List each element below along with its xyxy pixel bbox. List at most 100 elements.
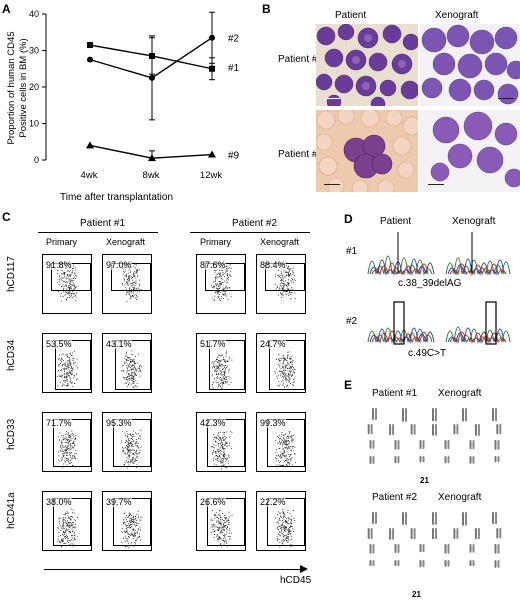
facs-plot: 43.1%: [102, 333, 152, 393]
chromosome: [413, 424, 416, 435]
chromosome: [432, 424, 434, 436]
facs-plot: 99.3%: [256, 412, 306, 472]
chromosome: [402, 408, 404, 422]
chromosome: [492, 408, 494, 422]
chromosome: [375, 512, 377, 524]
chromosome: [432, 408, 434, 422]
d-col-patient: Patient: [380, 216, 412, 227]
chromosome: [422, 560, 425, 568]
c-xaxis-arrow-line: [44, 569, 302, 570]
chromosome: [367, 528, 370, 539]
chromosome: [422, 440, 425, 449]
facs-percent: 22.2%: [260, 497, 286, 507]
facs-plot: 42.3%: [196, 412, 246, 472]
facs-gate: [55, 340, 91, 390]
marker-circle: [149, 74, 155, 81]
chromosome: [369, 456, 372, 464]
facs-gate: [53, 419, 91, 467]
chromosome: [370, 528, 373, 539]
chromosome: [389, 528, 392, 540]
marker-triangle: [148, 154, 156, 162]
facs-gate: [209, 340, 245, 390]
chromosome: [435, 512, 437, 525]
d-col-xenograft: Xenograft: [452, 216, 496, 227]
chromosome: [472, 440, 475, 450]
chromosome: [397, 440, 400, 450]
chromosome: [419, 456, 422, 463]
chromosome: [444, 456, 447, 464]
facs-percent: 39.7%: [106, 497, 132, 507]
series-label: #9: [228, 151, 240, 162]
chromosome: [496, 424, 499, 435]
facs-percent: 99.3%: [260, 418, 286, 428]
series-label: #2: [228, 34, 240, 45]
c-subhead-xenograft-2: Xenograft: [260, 237, 300, 247]
chromosome: [465, 408, 467, 422]
chromosome: [494, 544, 497, 554]
facs-percent: 88.4%: [260, 260, 286, 270]
e-chr21-label-2: 21: [412, 590, 421, 599]
marker-circle: [209, 34, 215, 41]
facs-plot: 39.7%: [102, 491, 152, 551]
chromosome: [495, 512, 497, 525]
facs-plot: 51.7%: [196, 333, 246, 393]
chromosome: [474, 424, 477, 436]
facs-gate: [207, 419, 245, 467]
chromosome: [422, 544, 425, 553]
chromosome: [392, 424, 395, 436]
facs-plot: 24.7%: [256, 333, 306, 393]
facs-plot: 91.8%: [42, 254, 92, 314]
facs-percent: 51.7%: [200, 339, 226, 349]
chromosome: [497, 440, 500, 450]
chromosome: [397, 560, 400, 567]
chromosome: [397, 456, 400, 464]
facs-gate: [113, 498, 151, 546]
chromosome: [435, 528, 437, 540]
chromosome: [372, 544, 375, 554]
facs-gate: [269, 340, 305, 390]
b-col-patient: Patient: [335, 10, 367, 21]
d-mutation-1: c.38_39delAG: [398, 278, 462, 289]
line-chart: Proportion of human CD45 Positive cells …: [6, 9, 240, 181]
chromosome: [499, 424, 502, 435]
karyotype-patient1: [356, 404, 514, 485]
marker-square: [209, 65, 215, 72]
x-tick-label: 8wk: [143, 170, 160, 181]
micrograph-patient1-xenograft: [420, 24, 520, 106]
chromosome: [453, 528, 456, 540]
chromosome: [419, 544, 422, 553]
facs-percent: 24.7%: [260, 339, 286, 349]
chromosome: [472, 544, 475, 553]
chromosome: [477, 424, 480, 436]
chromosome: [492, 512, 494, 525]
chromosome: [413, 528, 416, 540]
c-xaxis-arrow-head: [300, 565, 308, 573]
marker-triangle: [208, 150, 216, 158]
d-row-1: #1: [346, 246, 358, 257]
c-subhead-xenograft-1: Xenograft: [106, 237, 146, 247]
marker-triangle: [86, 141, 94, 149]
x-axis-label: Time after transplantation: [60, 192, 174, 203]
chromosome: [497, 456, 500, 463]
chromosome: [472, 456, 475, 464]
chromosome: [456, 528, 459, 540]
y-tick-label: 30: [29, 46, 39, 56]
d-row-2: #2: [346, 316, 358, 327]
panel-label-c: C: [2, 210, 11, 224]
facs-plot: 22.2%: [256, 491, 306, 551]
facs-gate: [207, 498, 245, 546]
facs-percent: 42.3%: [200, 418, 226, 428]
c-row-label: hCD33: [6, 418, 17, 450]
chromosome: [372, 456, 375, 464]
e-title-2b: Xenograft: [438, 492, 482, 503]
c-row-label: hCD41a: [6, 492, 17, 529]
chromosome: [469, 440, 472, 450]
c-row-label: hCD117: [6, 256, 17, 292]
facs-percent: 38.0%: [46, 497, 72, 507]
facs-percent: 71.7%: [46, 418, 72, 428]
chromosome: [394, 544, 397, 553]
chromosome: [392, 528, 395, 540]
facs-gate: [53, 498, 91, 546]
facs-percent: 95.3%: [106, 418, 132, 428]
chromosome: [405, 408, 407, 422]
